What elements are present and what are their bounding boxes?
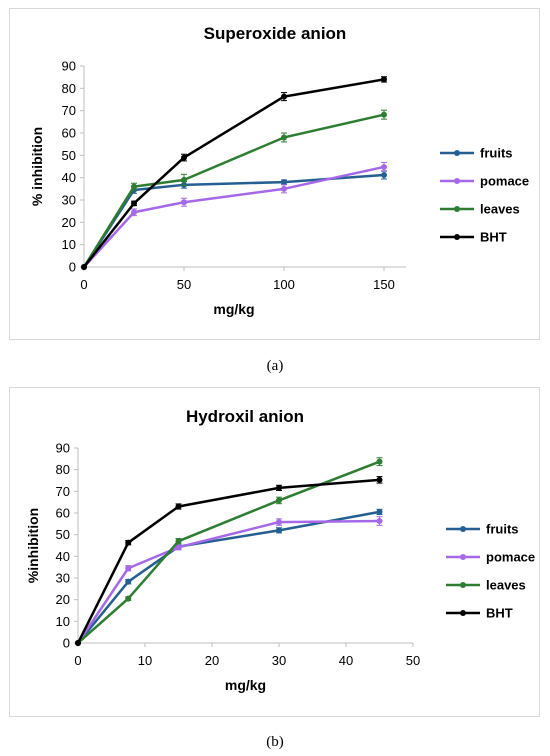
- x-tick-label: 150: [373, 277, 395, 292]
- y-tick-label: 20: [62, 215, 76, 230]
- y-tick-label: 10: [62, 237, 76, 252]
- y-tick-label: 30: [62, 193, 76, 208]
- series-line-leaves: [82, 113, 385, 268]
- data-point-fruits: [381, 171, 387, 178]
- data-point-leaves: [175, 538, 182, 545]
- data-point-leaves: [131, 183, 137, 190]
- data-point-leaves: [276, 497, 282, 504]
- legend-label-pomace: pomace: [480, 174, 529, 189]
- legend-marker: [454, 234, 460, 240]
- legend-marker: [460, 610, 466, 616]
- y-tick-label: 20: [56, 592, 70, 607]
- legend-marker: [460, 526, 466, 532]
- data-point-pomace: [131, 209, 137, 216]
- y-tick-label: 90: [62, 59, 76, 74]
- x-tick-label: 100: [273, 277, 295, 292]
- series-line-bht: [83, 78, 385, 268]
- legend-marker: [460, 582, 466, 588]
- y-tick-label: 60: [56, 506, 70, 521]
- legend-label-bht: BHT: [480, 230, 507, 245]
- data-point-bht: [281, 93, 287, 100]
- data-point-leaves: [281, 134, 287, 141]
- y-axis-label: % inhibition: [29, 127, 45, 206]
- data-point-pomace: [181, 199, 187, 206]
- chart-superoxide: Superoxide anion 0 10 20 30 40 50 60 70 80 90 0 50 10…: [29, 24, 529, 317]
- x-tick-label: 10: [138, 653, 152, 668]
- y-tick-label: 50: [56, 527, 70, 542]
- legend-marker: [454, 206, 460, 212]
- data-point-leaves: [381, 111, 387, 118]
- y-tick-label: 40: [56, 549, 70, 564]
- series-line-fruits: [82, 173, 385, 268]
- data-point-bht: [175, 503, 182, 510]
- data-point-bht: [81, 264, 87, 270]
- series-line-pomace: [83, 165, 385, 268]
- caption-b: (b): [266, 734, 284, 750]
- legend-label-fruits: fruits: [480, 146, 513, 161]
- legend-marker: [454, 150, 460, 156]
- data-point-bht: [181, 154, 187, 161]
- y-tick-label: 30: [56, 571, 70, 586]
- data-point-bht: [276, 484, 282, 491]
- y-tick-label: 70: [62, 103, 76, 118]
- x-tick-label: 20: [205, 653, 219, 668]
- chart-panel-hydroxil: Hydroxil anion 0 10 20 30 40 50 60 70 80 90 0 10 20 30…: [9, 387, 540, 717]
- data-point-fruits: [276, 527, 282, 534]
- y-tick-label: 60: [62, 126, 76, 141]
- y-tick-label: 10: [56, 614, 70, 629]
- x-tick-label: 40: [339, 653, 353, 668]
- legend-label-bht: BHT: [486, 606, 513, 621]
- data-point-pomace: [175, 544, 182, 551]
- legend-label-pomace: pomace: [486, 550, 535, 565]
- chart-title: Superoxide anion: [204, 24, 347, 43]
- legend-label-leaves: leaves: [480, 202, 520, 217]
- data-point-bht: [75, 640, 81, 646]
- x-tick-label: 50: [406, 653, 420, 668]
- data-point-fruits: [125, 578, 132, 585]
- y-tick-label: 70: [56, 484, 70, 499]
- legend-label-leaves: leaves: [486, 578, 526, 593]
- data-point-leaves: [376, 458, 383, 465]
- x-tick-label: 0: [80, 277, 87, 292]
- y-tick-label: 0: [63, 636, 70, 651]
- data-point-leaves: [181, 176, 187, 183]
- y-tick-label: 80: [56, 462, 70, 477]
- series-line-bht: [76, 478, 380, 644]
- chart-title: Hydroxil anion: [186, 407, 304, 426]
- y-tick-label: 40: [62, 170, 76, 185]
- x-tick-label: 0: [74, 653, 81, 668]
- x-tick-label: 30: [272, 653, 286, 668]
- data-point-pomace: [376, 518, 383, 525]
- legend-marker: [460, 554, 466, 560]
- data-point-pomace: [276, 519, 282, 526]
- y-tick-label: 80: [62, 81, 76, 96]
- data-point-bht: [381, 76, 387, 83]
- y-axis-label: %inhibition: [25, 508, 41, 583]
- y-tick-label: 50: [62, 148, 76, 163]
- data-point-bht: [131, 200, 137, 207]
- data-point-pomace: [381, 163, 387, 170]
- legend-label-fruits: fruits: [486, 522, 519, 537]
- chart-panel-superoxide: Superoxide anion 0 10 20 30 40 50 60 70 80 90 0 50 10…: [9, 8, 540, 340]
- x-tick-label: 50: [177, 277, 191, 292]
- data-point-pomace: [281, 185, 287, 192]
- data-point-leaves: [125, 595, 132, 602]
- data-point-fruits: [376, 508, 383, 515]
- y-tick-label: 0: [69, 260, 76, 275]
- chart-hydroxil: Hydroxil anion 0 10 20 30 40 50 60 70 80 90 0 10 20 30…: [25, 407, 535, 693]
- data-point-pomace: [125, 565, 132, 572]
- caption-a: (a): [266, 358, 284, 374]
- data-point-fruits: [281, 179, 287, 186]
- x-axis-label: mg/kg: [213, 301, 254, 317]
- y-tick-label: 90: [56, 441, 70, 456]
- x-axis-label: mg/kg: [225, 677, 266, 693]
- legend-marker: [454, 178, 460, 184]
- data-point-bht: [376, 476, 383, 483]
- data-point-bht: [125, 539, 132, 546]
